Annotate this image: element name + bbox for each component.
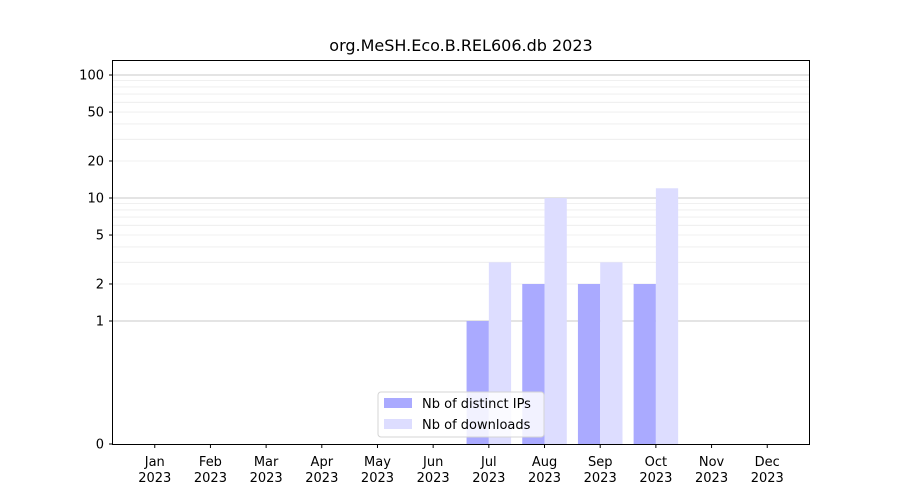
y-tick-label: 20 — [87, 154, 104, 169]
y-tick-label: 0 — [96, 438, 104, 453]
x-tick-label: Sep 2023 — [584, 455, 617, 486]
bar-distinct-ips-sep — [577, 283, 601, 444]
y-axis: 0 1 2 5 10 20 50 100 — [79, 69, 113, 453]
grid-lines — [113, 74, 809, 322]
x-tick-label: Oct 2023 — [639, 455, 672, 486]
y-tick-label: 10 — [87, 192, 104, 207]
y-tick-label: 2 — [96, 277, 104, 292]
y-tick-label: 100 — [79, 69, 104, 84]
x-tick-label: Apr 2023 — [305, 455, 338, 486]
legend: Nb of distinct IPs Nb of downloads — [377, 391, 545, 438]
x-tick-label: Dec 2023 — [751, 455, 784, 486]
x-tick-label: May 2023 — [361, 455, 394, 486]
x-tick-label: Feb 2023 — [194, 455, 227, 486]
x-tick-label: Mar 2023 — [250, 455, 283, 486]
x-tick-label: Jul 2023 — [472, 455, 505, 486]
chart-title: org.MeSH.Eco.B.REL606.db 2023 — [329, 36, 592, 55]
legend-box — [377, 391, 545, 438]
x-tick-label: Jun 2023 — [417, 455, 450, 486]
legend-swatch — [384, 419, 412, 429]
legend-swatch — [384, 398, 412, 408]
x-tick-label: Aug 2023 — [528, 455, 561, 486]
x-tick-label: Jan 2023 — [138, 455, 171, 486]
bar-downloads-aug — [544, 198, 567, 444]
legend-label: Nb of distinct IPs — [422, 397, 531, 412]
y-tick-label: 50 — [87, 106, 104, 121]
legend-label: Nb of downloads — [422, 418, 531, 433]
plot-frame — [112, 60, 810, 445]
y-tick-label: 5 — [96, 229, 104, 244]
x-tick-label: Nov 2023 — [695, 455, 728, 486]
bar-downloads-oct — [655, 188, 679, 444]
y-tick-label: 1 — [96, 315, 104, 330]
bar-downloads-sep — [600, 262, 623, 444]
x-axis: Jan 2023 Feb 2023 Mar 2023 Apr 2023 May 2023 Jun 20… — [138, 444, 784, 486]
bar-distinct-ips-oct — [633, 283, 656, 444]
